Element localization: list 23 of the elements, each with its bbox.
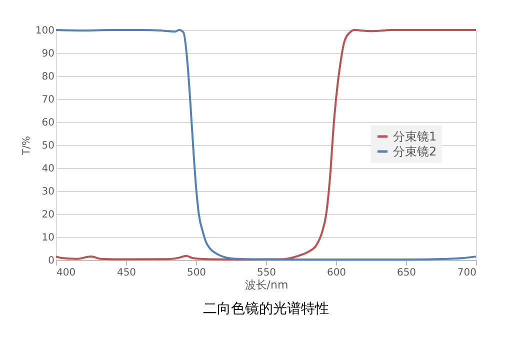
y-tick-label: 60: [42, 118, 54, 128]
x-tick-label: 400: [56, 268, 76, 278]
y-tick-label: 70: [42, 94, 54, 106]
x-axis-title: 波长/nm: [244, 278, 288, 292]
legend-label: 分束镜2: [393, 144, 437, 158]
x-tick-label: 600: [326, 268, 346, 278]
y-tick-label: 80: [42, 72, 54, 82]
y-tick-label: 30: [42, 186, 54, 198]
y-tick-label: 90: [42, 48, 54, 60]
x-tick-label: 550: [256, 268, 276, 278]
text: 二向色镜的光谱特性: [203, 301, 329, 317]
y-axis-title: T/%: [21, 136, 32, 156]
x-tick-label: 450: [116, 268, 136, 278]
legend-label: 分束镜1: [393, 130, 437, 144]
x-tick-label: 700: [457, 268, 476, 278]
y-tick-label: 10: [42, 232, 54, 244]
y-tick-label: 0: [48, 256, 54, 266]
x-tick-label: 650: [396, 268, 416, 278]
y-tick-label: 50: [42, 140, 54, 152]
y-tick-label: 20: [42, 210, 54, 220]
x-tick-label: 500: [186, 268, 206, 278]
y-tick-label: 40: [42, 164, 54, 174]
y-tick-label: 100: [35, 26, 54, 36]
